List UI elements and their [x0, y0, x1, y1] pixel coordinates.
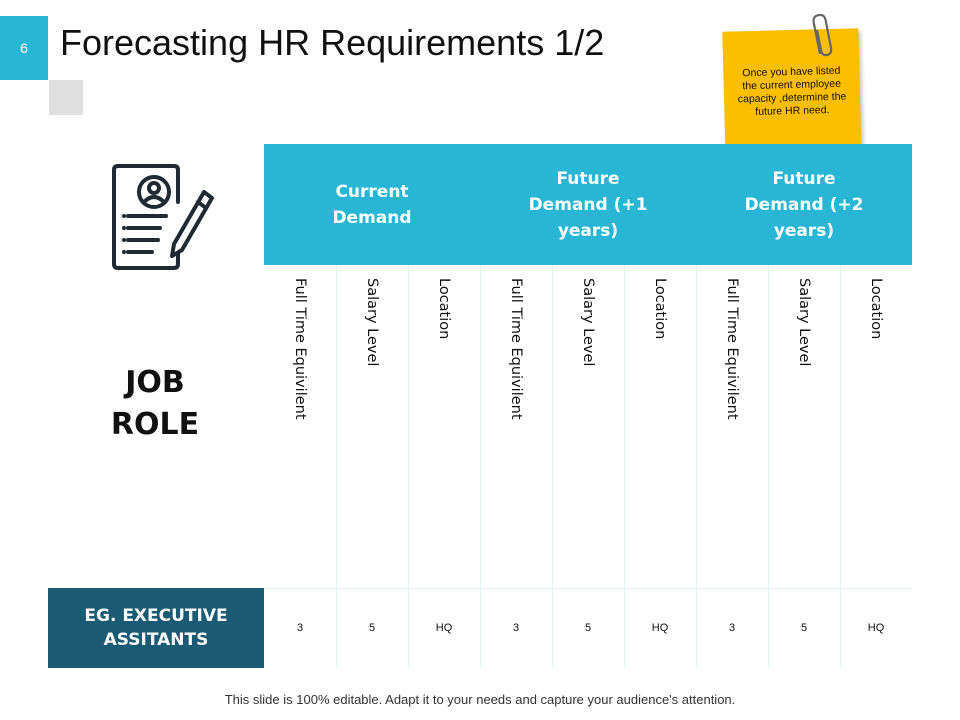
column-header: Location	[436, 278, 452, 340]
paperclip	[812, 14, 833, 57]
group-header: Future Demand (+2 years)	[744, 168, 864, 241]
table-cell: 3	[728, 622, 736, 634]
column-divider	[552, 265, 553, 668]
decor-square	[49, 80, 83, 115]
column-header: Salary Level	[796, 278, 812, 367]
column-divider	[624, 265, 625, 668]
group-header: Future Demand (+1 years)	[528, 168, 648, 241]
row-label: EG. EXECUTIVE ASSITANTS	[48, 588, 264, 668]
table-cell: 5	[368, 622, 376, 634]
footer: This slide is 100% editable. Adapt it to…	[224, 692, 736, 707]
column-header: Full Time Equivilent	[724, 278, 740, 420]
column-divider	[408, 265, 409, 668]
column-header: Location	[868, 278, 884, 340]
table-cell: HQ	[867, 622, 885, 634]
job-icon	[112, 164, 214, 270]
table-cell: HQ	[651, 622, 669, 634]
group-header: Current Demand	[332, 181, 412, 228]
column-divider	[336, 265, 337, 668]
table-cell: 3	[296, 622, 304, 634]
column-divider	[768, 265, 769, 668]
table-cell: 5	[800, 622, 808, 634]
table-cell: 5	[584, 622, 592, 634]
row-divider	[264, 588, 912, 589]
row-header: JOB ROLE	[110, 365, 200, 442]
column-header: Salary Level	[580, 278, 596, 367]
table-header-band	[264, 144, 912, 265]
column-divider	[480, 265, 481, 668]
column-header: Salary Level	[364, 278, 380, 367]
column-divider	[696, 265, 697, 668]
column-header: Full Time Equivilent	[292, 278, 308, 420]
column-header: Location	[652, 278, 668, 340]
column-divider	[840, 265, 841, 668]
table-cell: HQ	[435, 622, 453, 634]
table-cell: 3	[512, 622, 520, 634]
slide-number: 6	[0, 16, 48, 80]
column-header: Full Time Equivilent	[508, 278, 524, 420]
slide-title: Forecasting HR Requirements 1/2	[60, 22, 605, 63]
